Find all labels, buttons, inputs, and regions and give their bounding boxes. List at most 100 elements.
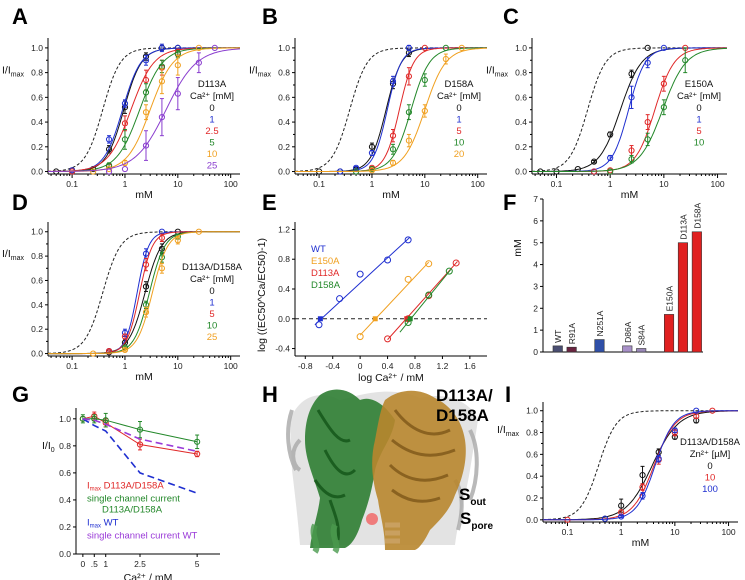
x-tick-label: 1.6 xyxy=(464,361,476,371)
data-point-5 xyxy=(644,118,651,126)
data-point-25 xyxy=(158,114,166,121)
data-point-25 xyxy=(174,237,181,244)
y-tick-label: 0.8 xyxy=(515,68,527,78)
panel-e: E -0.4 0.0 0.4 0.8 1.2 -0.8 -0.4 0 0.4 0.8 1.2 1.6 lo… xyxy=(256,190,487,384)
y-tick-label: 5 xyxy=(533,238,538,248)
data-point-10 xyxy=(682,57,689,64)
y-tick-label: 7 xyxy=(533,194,538,204)
data-point-25 xyxy=(90,350,97,357)
x-tick-label: 100 xyxy=(224,361,238,371)
x-tick-label: 0.1 xyxy=(66,179,78,189)
data-point-1 xyxy=(405,44,413,51)
y-tick-label: 0.0 xyxy=(31,349,43,359)
data-point-0 xyxy=(368,143,376,150)
data-point-D113A xyxy=(384,335,392,343)
y-tick-label: 6 xyxy=(533,216,538,226)
legend-entry-0: 0 xyxy=(696,103,701,114)
y-tick-label: 0.0 xyxy=(515,167,527,177)
y-tick-label: 0.4 xyxy=(515,117,527,127)
legend-entry-5: 5 xyxy=(209,309,214,320)
legend-title: Zn²⁺ [µM] xyxy=(690,449,731,460)
legend-title: Ca²⁺ [mM] xyxy=(437,91,481,102)
legend-text: D113A/D158A xyxy=(101,480,164,491)
data-point-1 xyxy=(142,57,150,64)
panel-label-b: B xyxy=(262,4,278,29)
y-tick-label: 0.8 xyxy=(59,441,71,451)
data-point xyxy=(91,415,98,422)
legend-text: I xyxy=(87,480,90,491)
legend-entry-D113A: D113A xyxy=(311,268,340,279)
data-point-5 xyxy=(389,132,397,139)
x-tick-label: -0.4 xyxy=(325,361,340,371)
y-tick-label: 3 xyxy=(533,281,538,291)
panel-label-i: I xyxy=(505,382,511,407)
panel-label-a: A xyxy=(12,4,28,29)
data-point-10 xyxy=(442,44,449,51)
y-tick-label: 1 xyxy=(533,325,538,335)
bar-D158A xyxy=(691,231,702,353)
y-axis-label-main: I/I xyxy=(486,64,495,76)
x-axis-label: mM xyxy=(135,189,153,201)
x-tick-label: 1.2 xyxy=(437,361,449,371)
bar-label-WT: WT xyxy=(553,330,563,343)
x-tick-label: 5 xyxy=(195,559,200,569)
data-point-0 xyxy=(105,146,113,153)
data-point-1 xyxy=(368,149,376,157)
legend-text: I xyxy=(87,517,90,528)
data-point-100 xyxy=(671,427,678,434)
chart-layer: A0.00.20.40.60.81.00.1 1 10 100mMI/ImaxD113… xyxy=(2,4,741,580)
legend-title: Ca²⁺ [mM] xyxy=(190,274,234,285)
y-tick-label: 0.4 xyxy=(278,117,290,127)
legend-title: D113A/D158A xyxy=(680,437,741,448)
data-point-5 xyxy=(142,89,150,96)
data-point-5 xyxy=(628,147,635,154)
x-tick-label: 0.1 xyxy=(562,527,574,537)
data-point-25 xyxy=(105,168,113,175)
data-point-5 xyxy=(121,333,129,340)
x-tick-label: 1 xyxy=(608,179,613,189)
data-point-20 xyxy=(405,137,413,144)
y-axis-label-main: I/I xyxy=(2,248,11,260)
data-point xyxy=(136,441,144,448)
bar-E150A xyxy=(664,314,675,353)
legend-entry-line: D113A/D158A xyxy=(102,504,163,515)
y-tick-label: 1.0 xyxy=(515,43,527,53)
legend-entry-100: 100 xyxy=(702,484,718,495)
data-point-25 xyxy=(142,309,150,316)
data-point-0 xyxy=(639,471,646,479)
data-point-10 xyxy=(90,168,97,175)
y-tick-label: 0.0 xyxy=(59,549,71,559)
data-point xyxy=(194,450,201,458)
x-axis-label: mM xyxy=(382,189,400,201)
data-point-2.5 xyxy=(142,76,150,84)
x-axis-label: mM xyxy=(632,537,650,549)
x-axis-label: log Ca²⁺ / mM xyxy=(358,372,424,384)
x-axis-label: Ca²⁺ / mM xyxy=(124,572,173,580)
data-point-1 xyxy=(352,164,360,171)
y-axis-label: I/Imax xyxy=(2,248,24,262)
panel-i: I0.00.20.40.60.81.00.1 1 10 100mMI/ImaxD113… xyxy=(497,382,741,549)
y-axis-label: I/Imax xyxy=(486,64,508,78)
y-axis-label: I/Imax xyxy=(249,64,271,78)
legend-title: D113A xyxy=(198,79,227,90)
legend-title: D158A xyxy=(444,79,474,90)
data-point-D113A xyxy=(452,259,460,267)
y-tick-label: 0.8 xyxy=(278,254,290,264)
y-tick-label: 0.8 xyxy=(31,251,43,261)
y-axis-label: I/Imax xyxy=(2,64,24,78)
y-tick-label: 1.0 xyxy=(31,43,43,53)
data-point-D158A xyxy=(425,291,433,299)
y-tick-label: 0.6 xyxy=(278,92,290,102)
legend-entry-5: 5 xyxy=(209,137,214,148)
bar-label-S84A: S84A xyxy=(637,324,647,345)
x-tick-label: 1 xyxy=(103,559,108,569)
panel-d: D0.00.20.40.60.81.00.1 1 10 100mMI/ImaxD113… xyxy=(2,190,243,383)
y-axis-label-sub: max xyxy=(495,71,509,78)
y-tick-label: 0.4 xyxy=(31,117,43,127)
y-axis-label: log ((EC50^Ca/EC50)-1) xyxy=(256,238,268,352)
y-tick-label: 0.0 xyxy=(278,167,290,177)
x-axis-label: mM xyxy=(135,371,153,383)
protein-structure-image xyxy=(286,389,479,554)
y-axis-label-main: I/I xyxy=(497,424,506,436)
x-tick-label: 2.5 xyxy=(134,559,146,569)
